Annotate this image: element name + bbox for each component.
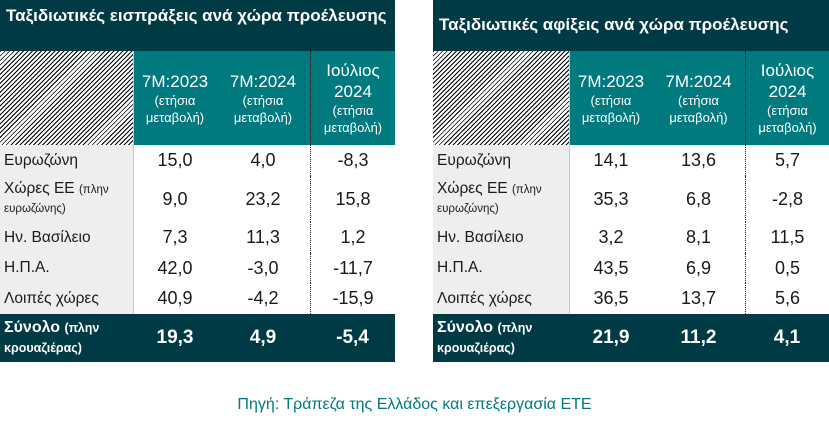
receipts-header-row: 7M:2023 (ετήσια μεταβολή) 7M:2024 (ετήσι…	[0, 51, 395, 145]
receipts-table-title: Ταξιδιωτικές εισπράξεις ανά χώρα προέλευ…	[0, 0, 395, 51]
cell: 9,0	[162, 188, 188, 209]
col-header-july2024: Ιούλιος 2024 (ετήσια μεταβολή)	[745, 51, 829, 145]
cell: 4,0	[250, 150, 276, 170]
cell: 15,0	[157, 150, 193, 170]
cell: 35,3	[593, 188, 629, 209]
cell: 5,7	[745, 145, 829, 176]
table-row: Η.Π.Α. 43,5 6,9 0,5	[433, 253, 829, 283]
arrivals-table: Ταξιδιωτικές αφίξεις ανά χώρα προέλευσης…	[433, 0, 829, 362]
cell: 11,3	[246, 227, 280, 247]
arrivals-table-title: Ταξιδιωτικές αφίξεις ανά χώρα προέλευσης	[433, 0, 829, 51]
total-row: Σύνολο (πλην κρουαζιέρας) 21,9 11,2 4,1	[433, 314, 829, 362]
cell: 43,5	[593, 257, 629, 278]
row-label: Ευρωζώνη	[4, 151, 79, 169]
cell: 13,6	[680, 150, 717, 170]
row-label: Ην. Βασίλειο	[4, 228, 91, 246]
table-row: Χώρες ΕΕ (πλην ευρωζώνης) 35,3 6,8 -2,8	[433, 176, 829, 222]
cell: -2,8	[745, 176, 829, 222]
table-row: Ην. Βασίλειο 7,3 11,3 1,2	[0, 222, 395, 253]
total-label: Σύνολο (πλην κρουαζιέρας)	[4, 319, 100, 355]
row-label: Λοιπές χώρες	[437, 289, 532, 307]
total-cell: 4,9	[249, 327, 277, 348]
col-header-7m2024: 7M:2024 (ετήσια μεταβολή)	[216, 51, 310, 145]
cell: 14,1	[593, 150, 629, 170]
table-row: Η.Π.Α. 42,0 -3,0 -11,7	[0, 253, 395, 283]
row-label: Χώρες ΕΕ (πλην ευρωζώνης)	[437, 180, 542, 215]
cell: 5,6	[745, 283, 829, 314]
table-row: Ευρωζώνη 14,1 13,6 5,7	[433, 145, 829, 176]
cell: 11,5	[745, 222, 829, 253]
row-label: Η.Π.Α.	[4, 259, 50, 276]
source-note: Πηγή: Τράπεζα της Ελλάδος και επεξεργασί…	[237, 396, 592, 413]
cell: 1,2	[310, 222, 395, 253]
cell: -15,9	[310, 283, 395, 314]
row-label: Χώρες ΕΕ (πλην ευρωζώνης)	[4, 180, 109, 215]
cell: -3,0	[247, 257, 279, 278]
cell: 8,1	[685, 227, 712, 247]
table-row: Λοιπές χώρες 40,9 -4,2 -15,9	[0, 283, 395, 314]
total-cell: 4,1	[773, 327, 801, 348]
total-row: Σύνολο (πλην κρουαζιέρας) 19,3 4,9 -5,4	[0, 314, 395, 362]
table-row: Ην. Βασίλειο 3,2 8,1 11,5	[433, 222, 829, 253]
col-header-july2024: Ιούλιος 2024 (ετήσια μεταβολή)	[310, 51, 395, 145]
table-row: Ευρωζώνη 15,0 4,0 -8,3	[0, 145, 395, 176]
row-label: Ην. Βασίλειο	[437, 228, 524, 246]
total-cell: 11,2	[680, 327, 717, 348]
col-header-7m2023: 7M:2023 (ετήσια μεταβολή)	[134, 51, 216, 145]
hatched-corner	[0, 51, 134, 145]
cell: 6,8	[685, 188, 712, 209]
cell: -4,2	[247, 288, 279, 308]
total-cell: 19,3	[156, 327, 194, 348]
arrivals-header-row: 7M:2023 (ετήσια μεταβολή) 7M:2024 (ετήσι…	[433, 51, 829, 145]
col-header-7m2023: 7M:2023 (ετήσια μεταβολή)	[570, 51, 652, 145]
receipts-table: Ταξιδιωτικές εισπράξεις ανά χώρα προέλευ…	[0, 0, 395, 362]
cell: 36,5	[593, 288, 629, 308]
cell: 42,0	[157, 257, 193, 278]
cell: 13,7	[680, 288, 717, 308]
row-label: Λοιπές χώρες	[4, 289, 99, 307]
cell: 0,5	[745, 253, 829, 283]
hatched-corner	[433, 51, 570, 145]
total-cell: 21,9	[592, 327, 630, 348]
col-header-7m2024: 7M:2024 (ετήσια μεταβολή)	[652, 51, 745, 145]
table-row: Λοιπές χώρες 36,5 13,7 5,6	[433, 283, 829, 314]
total-cell: -5,4	[336, 327, 369, 348]
cell: 23,2	[245, 188, 281, 209]
cell: -11,7	[310, 253, 395, 283]
row-label: Ευρωζώνη	[437, 151, 512, 169]
row-label: Η.Π.Α.	[437, 259, 483, 276]
cell: -8,3	[310, 145, 395, 176]
cell: 7,3	[162, 227, 188, 247]
cell: 6,9	[685, 257, 712, 278]
cell: 40,9	[157, 288, 193, 308]
table-row: Χώρες ΕΕ (πλην ευρωζώνης) 9,0 23,2 15,8	[0, 176, 395, 222]
cell: 15,8	[310, 176, 395, 222]
total-label: Σύνολο (πλην κρουαζιέρας)	[437, 319, 533, 355]
cell: 3,2	[598, 227, 624, 247]
